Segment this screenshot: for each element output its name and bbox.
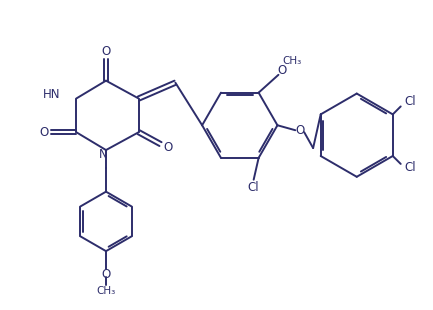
Text: O: O (101, 268, 110, 281)
Text: Cl: Cl (248, 181, 259, 194)
Text: O: O (164, 140, 173, 153)
Text: N: N (99, 148, 107, 161)
Text: O: O (278, 64, 287, 78)
Text: O: O (101, 46, 110, 58)
Text: Cl: Cl (405, 162, 417, 175)
Text: CH₃: CH₃ (97, 286, 116, 296)
Text: HN: HN (43, 88, 61, 101)
Text: CH₃: CH₃ (282, 56, 302, 66)
Text: Cl: Cl (405, 95, 417, 108)
Text: O: O (39, 126, 48, 139)
Text: O: O (296, 124, 305, 137)
